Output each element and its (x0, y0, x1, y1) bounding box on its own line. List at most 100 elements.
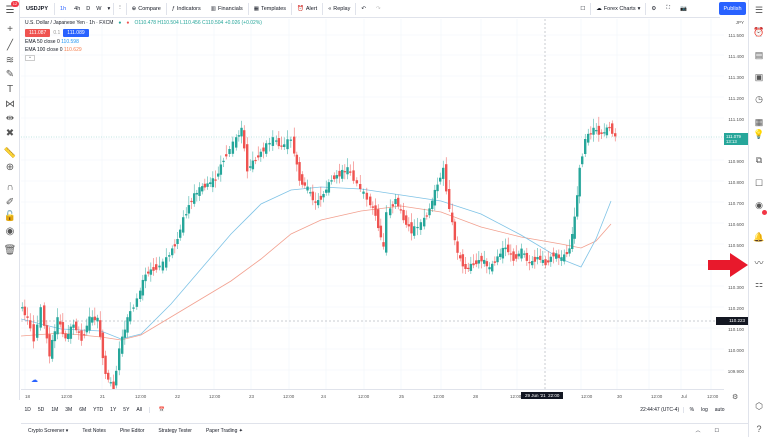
timeframe-w[interactable]: W (96, 5, 102, 12)
range-6m[interactable]: 6M (79, 407, 87, 413)
remove-icon[interactable]: ✖ (5, 127, 15, 139)
time-axis[interactable]: 18 12:00 21 12:00 22 12:00 23 12:00 24 12:00 25 12:… (21, 389, 724, 401)
price-tick: 110.600 (728, 222, 744, 227)
ruler-icon[interactable]: 📏 (3, 147, 17, 159)
ema50-label[interactable]: EMA 50 close 0 (25, 39, 60, 45)
fib-icon[interactable]: ≋ (5, 54, 15, 66)
tab-crypto-screener[interactable]: Crypto Screener ▾ (21, 428, 75, 434)
trash-icon[interactable]: 🗑 (3, 244, 17, 256)
range-1d[interactable]: 1D (24, 407, 31, 413)
time-tick: Jul (681, 394, 687, 399)
price-chart[interactable]: ☁ (21, 19, 724, 389)
alert-button[interactable]: ⏰ Alert (292, 0, 322, 18)
buy-button[interactable]: 111.089 (63, 29, 89, 37)
range-3m[interactable]: 3M (65, 407, 73, 413)
trend-line-icon[interactable]: 〰 (754, 257, 764, 268)
price-tick: 110.700 (728, 201, 744, 206)
time-tick: 12:00 (61, 394, 73, 399)
percent-toggle[interactable]: % (682, 407, 698, 413)
timeframe-4h[interactable]: 4h (74, 5, 81, 12)
goto-date-icon[interactable]: 📅 (149, 407, 168, 413)
price-tick: 110.500 (728, 243, 744, 248)
price-tick: 110.100 (728, 327, 744, 332)
trendline-icon[interactable]: ╱ (6, 39, 14, 51)
tradingview-logo-icon: ☁ (31, 377, 38, 384)
redo-button[interactable]: ↷ (371, 0, 386, 18)
compare-label: Compare (138, 5, 161, 12)
plus-circle-icon: ⊕ (131, 5, 137, 12)
pattern-icon[interactable]: ⋈ (5, 98, 15, 110)
range-1m[interactable]: 1M (51, 407, 59, 413)
log-toggle[interactable]: log (701, 407, 708, 413)
auto-toggle[interactable]: auto (714, 407, 725, 413)
publish-button[interactable]: Publish (719, 2, 746, 15)
zoom-icon[interactable]: ⊕ (5, 161, 15, 173)
ema50-value: 110.598 (61, 39, 79, 45)
timeframe-dropdown[interactable]: ▾ (104, 0, 113, 18)
compare-button[interactable]: ⊕ Compare (127, 0, 166, 18)
tab-text-notes[interactable]: Text Notes (82, 427, 106, 434)
order-panel-icon[interactable]: ⚏ (754, 278, 764, 289)
brush-icon[interactable]: ✎ (5, 68, 15, 80)
hotlist-icon[interactable]: ◷ (755, 93, 763, 104)
sell-button[interactable]: 111.087 (25, 29, 51, 37)
time-tick: 12:00 (358, 394, 370, 399)
chats-icon[interactable]: ☐ (754, 177, 764, 188)
menu-icon[interactable]: ☰ (5, 4, 15, 16)
tab-pine-editor[interactable]: Pine Editor (119, 427, 145, 434)
range-ytd[interactable]: YTD (93, 407, 104, 413)
notifications-bell-icon[interactable]: 🔔 (753, 231, 765, 242)
layout-name-button[interactable]: ☁ Forex Charts ▾ (591, 0, 645, 18)
templates-icon: ▦ (253, 5, 259, 12)
axis-settings-gear-icon[interactable]: ⚙ (732, 394, 739, 401)
symbol-search[interactable]: USDJPY (26, 5, 49, 12)
settings-button[interactable]: ⚙ (646, 0, 661, 18)
clock-timezone[interactable]: 22:44:47 (UTC-4) (640, 407, 680, 413)
fullscreen-button[interactable]: ⛶ (661, 0, 675, 18)
collapse-legend-button[interactable]: ^ (25, 55, 35, 61)
lock-drawings-icon[interactable]: ✐ (5, 196, 15, 208)
tab-strategy-tester[interactable]: Strategy Tester (158, 427, 192, 434)
camera-icon: 📷 (680, 5, 687, 12)
undo-button[interactable]: ↶ (356, 0, 371, 18)
prediction-icon[interactable]: ⇹ (5, 112, 15, 124)
maximize-panel-button[interactable]: ☐ (708, 428, 726, 434)
calendar-icon[interactable]: ▦ (754, 116, 764, 127)
lock-icon[interactable]: 🔓 (3, 210, 17, 222)
ema100-label[interactable]: EMA 100 close 0 (25, 47, 63, 53)
magnet-icon[interactable]: ∩ (6, 181, 14, 193)
text-icon[interactable]: T (6, 83, 14, 95)
financials-button[interactable]: ▥ Financials (206, 0, 248, 18)
left-toolbar: ☰ 12 + ╱ ≋ ✎ T ⋈ ⇹ ✖ 📏 ⊕ ∩ ✐ 🔓 ◉ 🗑 (0, 0, 20, 400)
range-1y[interactable]: 1Y (110, 407, 117, 413)
timeframe-d[interactable]: D (86, 5, 91, 12)
tab-paper-trading[interactable]: Paper Trading ✦ (199, 428, 250, 434)
currency-label[interactable]: JPY (735, 20, 744, 25)
data-window-icon[interactable]: ▤ (754, 49, 764, 60)
price-axis[interactable]: JPY 111.500 111.400 111.300 111.200 111.100 1… (716, 19, 748, 401)
alerts-clock-icon[interactable]: ⏰ (753, 26, 765, 37)
timeframe-1h[interactable]: 1h (60, 5, 67, 12)
eye-icon[interactable]: ◉ (5, 225, 15, 237)
templates-button[interactable]: ▦ Templates (249, 0, 291, 18)
replay-button[interactable]: «Replay (323, 0, 355, 18)
watchlist-icon[interactable]: ☰ (754, 4, 764, 15)
right-toolbar: ☰ ⏰ ▤ ▣ ◷ ▦ 💡 ⧉ ☐ ◉ 🔔 〰 ⚏ ⬡ ? (748, 0, 768, 437)
broadcast-icon[interactable]: ◉ (755, 199, 763, 210)
news-icon[interactable]: ▣ (754, 71, 764, 82)
snapshot-button[interactable]: 📷 (675, 0, 692, 18)
chart-type-button[interactable]: ⫶ (114, 0, 125, 18)
crosshair-icon[interactable]: + (7, 23, 13, 35)
streams-icon[interactable]: ⧉ (755, 154, 763, 165)
time-tick: 25 (399, 394, 405, 399)
range-5d[interactable]: 5D (37, 407, 45, 413)
pin-icon[interactable]: ⬡ (755, 400, 763, 411)
collapse-panel-button[interactable]: ︿ (689, 427, 708, 434)
help-icon[interactable]: ? (756, 424, 762, 434)
range-all[interactable]: All (136, 407, 142, 413)
multi-chart-layout-button[interactable]: ☐ (575, 0, 590, 18)
ideas-lightbulb-icon[interactable]: 💡 (753, 128, 765, 139)
range-5y[interactable]: 5Y (123, 407, 130, 413)
last-price-value: 111.079 (726, 134, 741, 139)
indicators-button[interactable]: ƒ Indicators (167, 0, 206, 18)
